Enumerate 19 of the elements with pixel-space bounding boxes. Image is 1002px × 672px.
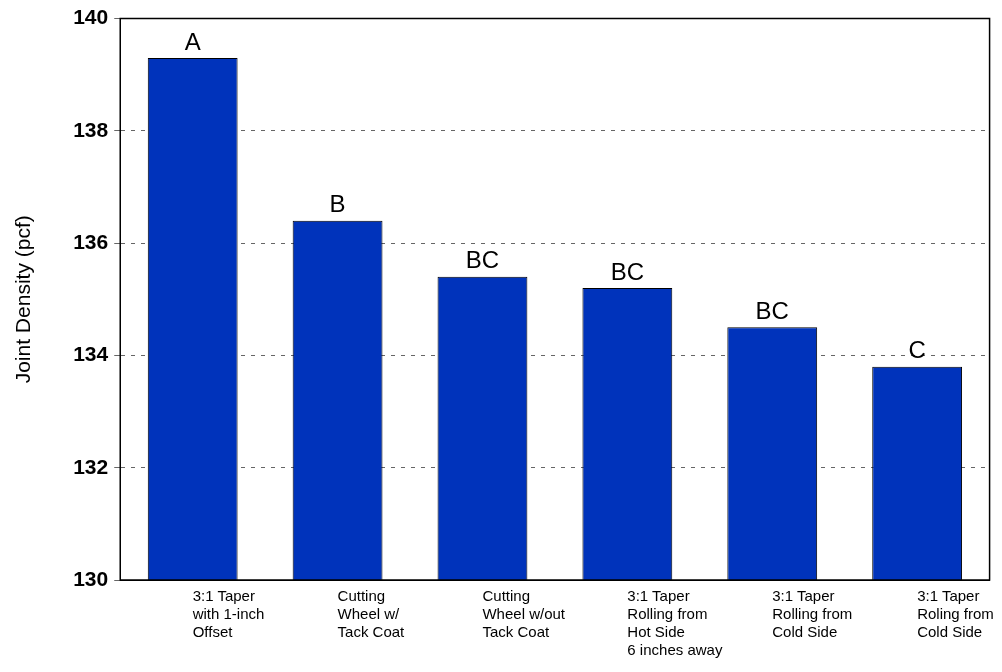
x-tick-label: Cutting Wheel w/out Tack Coat: [482, 587, 566, 641]
x-tick-label: Cutting Wheel w/ Tack Coat: [337, 587, 406, 641]
y-tick-label: 134: [73, 342, 109, 366]
annotation: BC: [610, 257, 645, 285]
y-tick-label: 136: [73, 229, 109, 253]
y-axis-title: Joint Density (pcf): [11, 215, 35, 384]
annotation: BC: [755, 296, 789, 324]
annotation: C: [908, 336, 926, 364]
y-tick-label: 130: [73, 566, 109, 590]
x-tick-label: 3:1 Taper Rolling from Cold Side: [772, 587, 853, 641]
annotation: A: [184, 27, 201, 55]
y-tick-label: 140: [73, 5, 109, 29]
x-tick-label: 3:1 Taper Rolling from Hot Side 6 inches away: [627, 587, 723, 659]
annotation: BC: [465, 246, 500, 274]
x-tick-label: 3:1 Taper with 1-inch Offset: [191, 587, 265, 641]
x-tick-label: 3:1 Taper Roling from Cold Side: [917, 587, 994, 641]
y-tick-label: 138: [73, 117, 109, 141]
annotation: B: [329, 190, 346, 218]
y-tick-label: 132: [73, 454, 109, 478]
